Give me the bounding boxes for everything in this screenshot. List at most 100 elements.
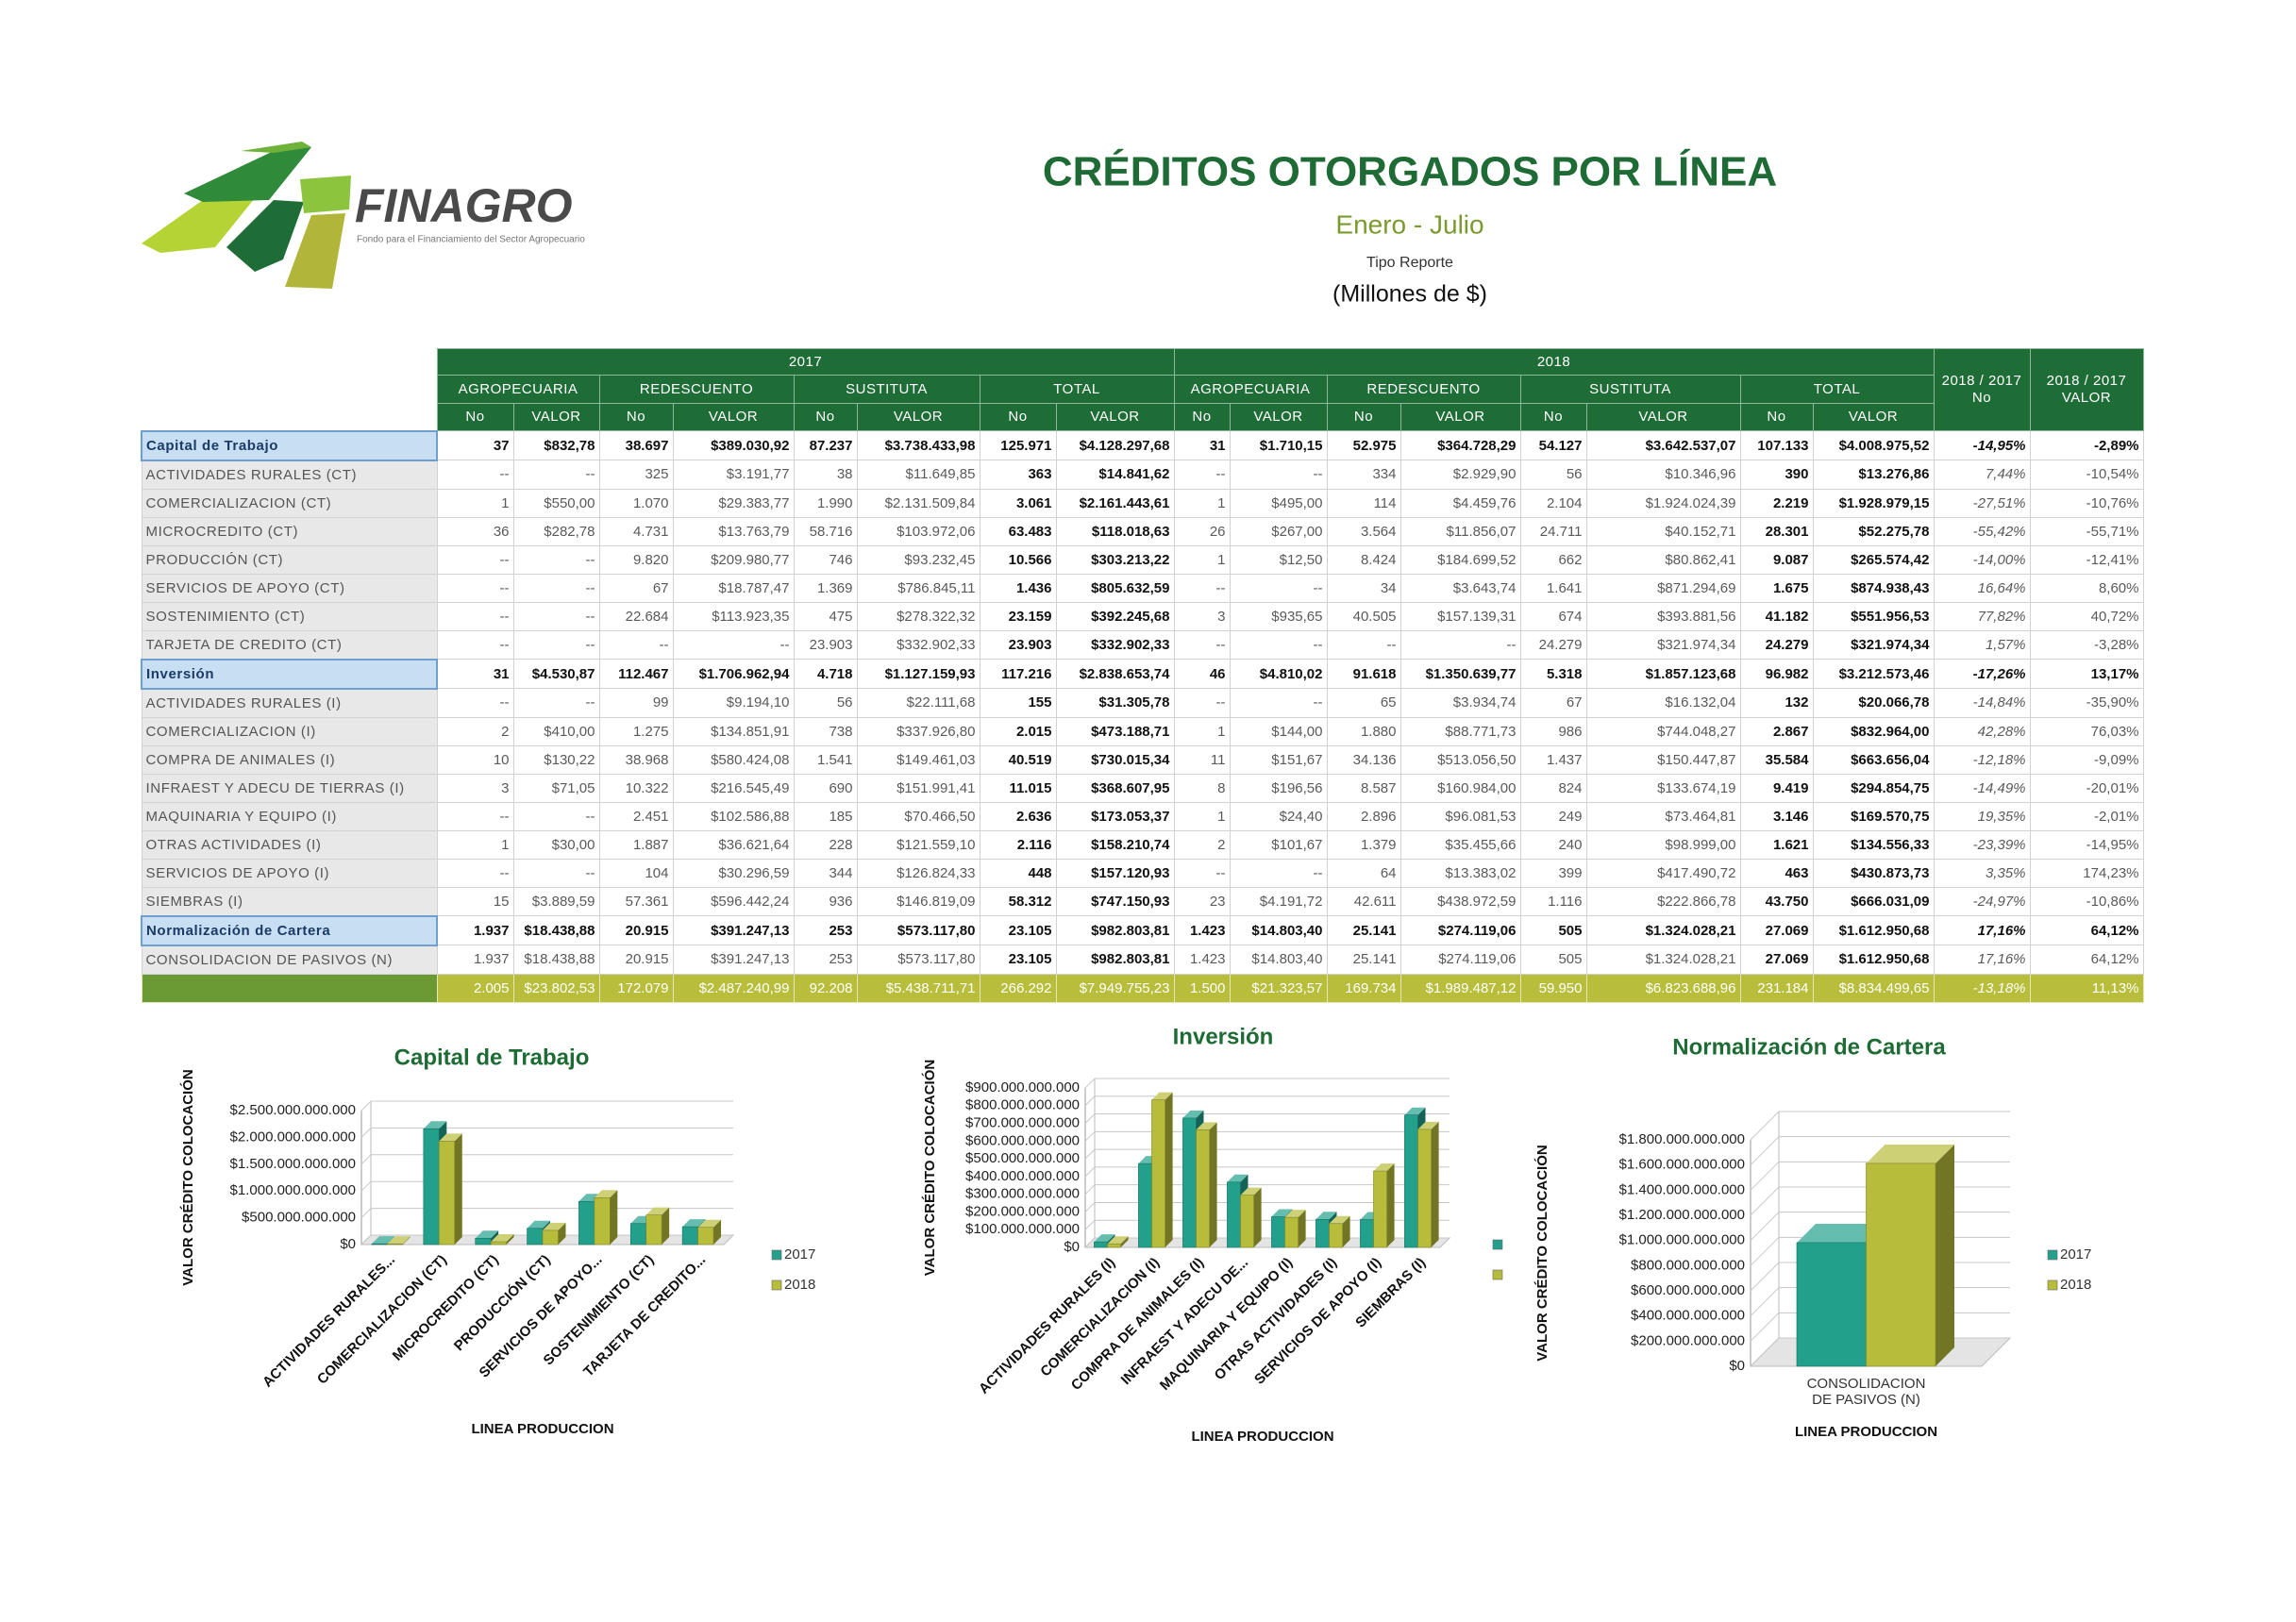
bar-front <box>1138 1162 1152 1248</box>
section-cell: 23.105 <box>979 915 1057 945</box>
item-cell: 114 <box>1326 488 1401 518</box>
item-cell: 23.105 <box>979 945 1057 975</box>
legend-label: 2017 <box>2060 1246 2091 1262</box>
section-label: Inversión <box>141 658 438 690</box>
item-cell: $1.612.950,68 <box>1812 945 1935 975</box>
total-cell: 172.079 <box>598 973 674 1003</box>
item-cell: -- <box>1173 858 1231 888</box>
bar <box>1107 1236 1129 1248</box>
x-tick-label-box: CONSOLIDACION DE PASIVOS (N) <box>1807 1376 1926 1408</box>
item-cell: 363 <box>979 460 1057 490</box>
year-header: 2018 <box>1173 348 1935 376</box>
y-tick-label: $1.600.000.000.000 <box>1619 1157 1745 1173</box>
section-cell: 107.133 <box>1739 430 1814 460</box>
section-label: Normalización de Cartera <box>141 914 438 946</box>
item-label: PRODUCCIÓN (CT) <box>141 544 438 575</box>
grid-line <box>1084 1184 1450 1196</box>
total-cell: 92.208 <box>793 973 858 1003</box>
item-cell: $935,65 <box>1229 601 1328 631</box>
bar-front <box>1196 1129 1210 1248</box>
group-header: AGROPECUARIA <box>436 375 600 404</box>
y-tick-label: $1.400.000.000.000 <box>1619 1181 1745 1197</box>
item-cell: $151,67 <box>1229 744 1328 775</box>
item-cell: 40.505 <box>1326 601 1401 631</box>
bar-front <box>594 1197 611 1246</box>
bar-front <box>1151 1099 1165 1248</box>
y-tick-label: $400.000.000.000 <box>965 1168 1080 1184</box>
section-cell: 125.971 <box>979 430 1057 460</box>
item-cell: $337.926,80 <box>856 716 980 746</box>
bar-side <box>558 1222 566 1245</box>
item-cell: 174,23% <box>2029 858 2144 888</box>
item-cell: $747.150,93 <box>1055 886 1175 916</box>
item-cell: $332.902,33 <box>1055 629 1175 660</box>
item-cell: $31.305,78 <box>1055 688 1175 718</box>
item-cell: $265.574,42 <box>1812 544 1935 575</box>
item-cell: -23,39% <box>1933 829 2031 860</box>
item-cell: 228 <box>793 829 858 860</box>
item-cell: 1,57% <box>1933 629 2031 660</box>
item-cell: $160.984,00 <box>1399 773 1521 803</box>
section-cell: 87.237 <box>793 430 858 460</box>
item-cell: $121.559,10 <box>856 829 980 860</box>
item-cell: -- <box>436 601 514 631</box>
item-cell: 1.621 <box>1739 829 1814 860</box>
item-cell: -- <box>1173 688 1231 718</box>
bar-top <box>371 1236 395 1245</box>
bar-top <box>1284 1210 1306 1218</box>
bar <box>1196 1122 1217 1248</box>
bar-top <box>1094 1234 1115 1243</box>
item-cell: $14.841,62 <box>1055 460 1175 490</box>
item-row: MICROCREDITO (CT) 36 $282,78 4.731 $13.763,7… <box>141 516 2144 546</box>
item-label: COMERCIALIZACION (CT) <box>141 488 438 518</box>
bar-top <box>1404 1107 1426 1115</box>
item-cell: $73.464,81 <box>1585 801 1741 831</box>
logo-leaf <box>285 213 345 289</box>
item-cell: -2,01% <box>2029 801 2144 831</box>
total-cell: 231.184 <box>1739 973 1814 1003</box>
item-cell: 3.146 <box>1739 801 1814 831</box>
item-cell: -- <box>512 573 600 603</box>
y-tick-label: $0 <box>1729 1358 1745 1374</box>
section-cell: 4.718 <box>793 659 858 689</box>
section-cell: -14,95% <box>1933 430 2031 460</box>
ratio-header: 2018 / 2017 VALOR <box>2029 348 2144 431</box>
bar-front <box>1373 1170 1387 1248</box>
item-cell: 690 <box>793 773 858 803</box>
total-cell: 2.005 <box>436 973 514 1003</box>
y-tick-label: $0 <box>1064 1239 1080 1255</box>
item-cell: 24.279 <box>1519 629 1587 660</box>
grid-line <box>360 1127 733 1138</box>
chart-title: Capital de Trabajo <box>394 1045 590 1070</box>
item-cell: $169.570,75 <box>1812 801 1935 831</box>
grid-line <box>360 1100 733 1112</box>
item-cell: $3.889,59 <box>512 886 600 916</box>
bar-top <box>1316 1212 1337 1220</box>
item-cell: 2 <box>436 716 514 746</box>
item-cell: 7,44% <box>1933 460 2031 490</box>
y-tick-label: $800.000.000.000 <box>965 1097 1080 1113</box>
bar-front <box>1107 1243 1121 1248</box>
section-cell: $391.247,13 <box>672 915 795 945</box>
header-row: No VALOR No VALOR No VALOR No VALOR No VALOR No VAL… <box>142 403 2143 431</box>
total-cell: 169.734 <box>1326 973 1401 1003</box>
total-cell: $21.323,57 <box>1229 973 1328 1003</box>
item-cell: $874.938,43 <box>1812 573 1935 603</box>
bar-side <box>506 1234 514 1245</box>
item-cell: 1.641 <box>1519 573 1587 603</box>
item-cell: 10.566 <box>979 544 1057 575</box>
item-cell: 390 <box>1739 460 1814 490</box>
y-axis-label: VALOR CRÉDITO COLOCACIÓN <box>179 1069 196 1285</box>
bar-top <box>1866 1144 1954 1163</box>
item-cell: $321.974,34 <box>1585 629 1741 660</box>
section-cell: $832,78 <box>512 430 600 460</box>
bar-front <box>1240 1195 1254 1248</box>
item-cell: $130,22 <box>512 744 600 775</box>
section-cell: $4.008.975,52 <box>1812 430 1935 460</box>
item-cell: -10,76% <box>2029 488 2144 518</box>
bar-front <box>1227 1181 1241 1248</box>
item-cell: -- <box>1399 629 1521 660</box>
grid-line <box>1084 1148 1450 1160</box>
